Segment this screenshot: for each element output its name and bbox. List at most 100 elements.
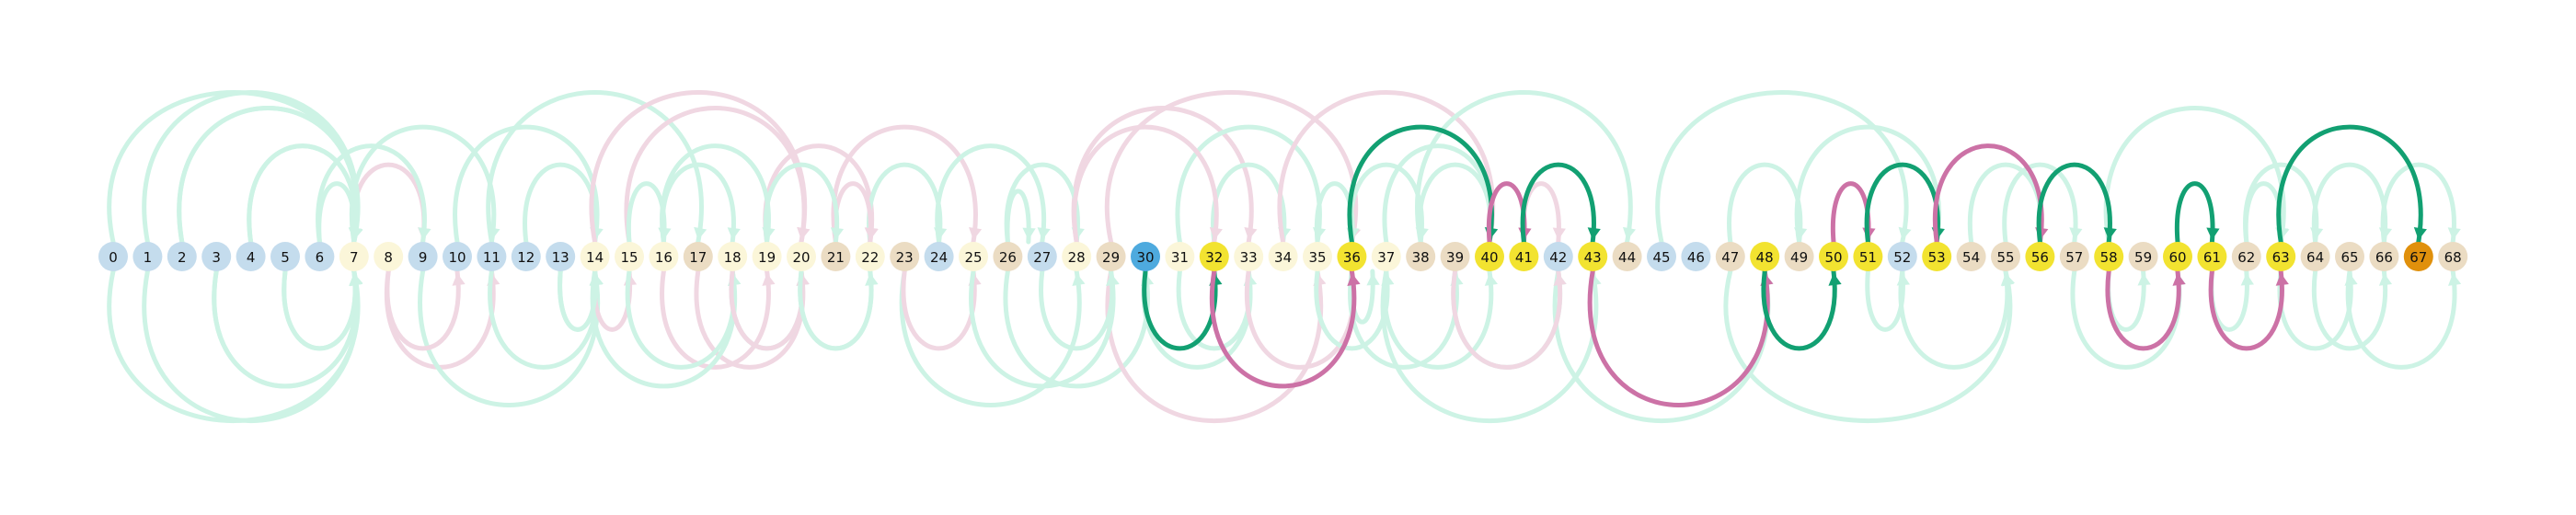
arrowhead (2240, 273, 2254, 286)
faded-arc (2002, 162, 2078, 245)
faded-arc (385, 269, 461, 351)
node-label: 63 (2272, 249, 2290, 266)
node-circle (1406, 242, 1436, 271)
node-circle (1715, 242, 1745, 271)
node-label: 10 (448, 249, 466, 266)
node-16: 16 (649, 242, 679, 271)
node-circle (1612, 242, 1642, 271)
node-label: 23 (896, 249, 914, 266)
node-label: 41 (1515, 249, 1533, 266)
node-67: 67 (2403, 242, 2433, 271)
node-circle (167, 242, 197, 271)
node-circle (546, 242, 576, 271)
node-12: 12 (511, 242, 541, 271)
faded-arc (1105, 269, 1324, 424)
node-26: 26 (993, 242, 1023, 271)
arrowhead (2447, 273, 2462, 286)
node-circle (1199, 242, 1229, 271)
node-27: 27 (1027, 242, 1057, 271)
faded-arc (282, 269, 358, 351)
node-label: 29 (1102, 249, 1120, 266)
node-label: 13 (552, 249, 569, 266)
highlighted-arc (1587, 269, 1770, 407)
node-circle (1165, 242, 1195, 271)
faded-arc (1141, 269, 1253, 370)
faded-arc (660, 269, 771, 370)
node-label: 7 (350, 249, 359, 266)
node-circle (1440, 242, 1470, 271)
node-label: 55 (1996, 249, 2014, 266)
arrowhead (2447, 227, 2461, 240)
node-label: 43 (1584, 249, 1602, 266)
node-46: 46 (1681, 242, 1711, 271)
node-4: 4 (236, 242, 266, 271)
node-label: 56 (2031, 249, 2049, 266)
node-circle (580, 242, 610, 271)
faded-arc (1655, 90, 1909, 245)
faded-arc (1382, 269, 1494, 370)
highlighted-arc (2174, 181, 2215, 245)
node-32: 32 (1199, 242, 1229, 271)
faded-arc (1104, 90, 1359, 245)
node-circle (408, 242, 438, 271)
node-circle (1543, 242, 1573, 271)
node-25: 25 (959, 242, 988, 271)
node-circle (1819, 242, 1848, 271)
node-20: 20 (787, 242, 816, 271)
node-circle (752, 242, 782, 271)
node-circle (1234, 242, 1264, 271)
arrowhead (727, 227, 741, 240)
faded-arc (1348, 162, 1424, 245)
node-label: 26 (999, 249, 1017, 266)
node-23: 23 (890, 242, 920, 271)
faded-arc (488, 269, 599, 370)
node-circle (201, 242, 232, 271)
node-48: 48 (1750, 242, 1780, 271)
faded-arc (1898, 269, 2010, 370)
node-0: 0 (98, 242, 128, 271)
faded-arc (2311, 269, 2388, 351)
node-circle (98, 242, 128, 271)
node-circle (2438, 242, 2468, 271)
arrowhead (2206, 227, 2220, 240)
node-circle (821, 242, 851, 271)
node-57: 57 (2059, 242, 2089, 271)
node-label: 27 (1033, 249, 1051, 266)
faded-arc (626, 181, 667, 245)
node-label: 42 (1549, 249, 1567, 266)
node-label: 12 (517, 249, 535, 266)
node-49: 49 (1784, 242, 1814, 271)
arrowhead (1553, 273, 1567, 286)
node-circle (649, 242, 679, 271)
node-circle (305, 242, 335, 271)
node-40: 40 (1475, 242, 1504, 271)
arrowhead (969, 227, 983, 240)
node-circle (1956, 242, 1986, 271)
node-label: 64 (2306, 249, 2324, 266)
node-circle (615, 242, 644, 271)
faded-arc (1451, 269, 1563, 370)
faded-arc (2311, 162, 2388, 245)
node-circle (2335, 242, 2364, 271)
faded-arcs-layer (107, 89, 2462, 424)
arrowhead (1622, 226, 1637, 240)
node-circle (1509, 242, 1539, 271)
arrowhead (1209, 227, 1223, 240)
node-label: 57 (2065, 249, 2083, 266)
node-label: 20 (792, 249, 810, 266)
arrowhead (1828, 273, 1842, 286)
node-label: 53 (1928, 249, 1946, 266)
arrowhead (1484, 273, 1498, 286)
arrowhead (1244, 226, 1258, 240)
faded-arc (2070, 269, 2182, 370)
faded-arc (558, 269, 598, 332)
node-17: 17 (683, 242, 713, 271)
node-circle (2025, 242, 2055, 271)
node-label: 24 (930, 249, 948, 266)
node-circle (236, 242, 266, 271)
highlighted-arc (1347, 124, 1494, 245)
node-circle (959, 242, 988, 271)
node-label: 39 (1446, 249, 1464, 266)
arrowhead (2344, 273, 2358, 286)
